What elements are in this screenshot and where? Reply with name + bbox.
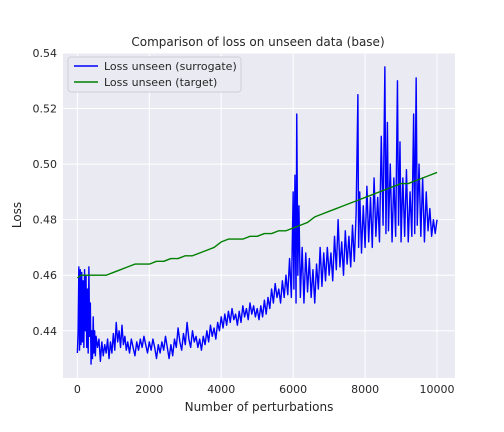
x-axis-ticks: 0 2000 4000 6000 8000 10000 [74, 383, 455, 396]
y-axis-label: Loss [10, 202, 24, 228]
y-axis-ticks: 0.44 0.46 0.48 0.50 0.52 0.54 [33, 47, 58, 338]
y-tick-label: 0.48 [33, 214, 58, 227]
x-tick-label: 0 [74, 383, 81, 396]
legend: Loss unseen (surrogate) Loss unseen (tar… [67, 56, 242, 93]
x-axis-label: Number of perturbations [185, 400, 334, 414]
x-tick-label: 6000 [279, 383, 307, 396]
chart-title: Comparison of loss on unseen data (base) [131, 35, 384, 49]
x-tick-label: 4000 [207, 383, 235, 396]
y-tick-label: 0.44 [33, 325, 58, 338]
legend-label-target: Loss unseen (target) [104, 76, 217, 89]
x-tick-label: 8000 [351, 383, 379, 396]
y-tick-label: 0.52 [33, 103, 58, 116]
legend-box [67, 56, 242, 93]
legend-label-surrogate: Loss unseen (surrogate) [104, 60, 237, 73]
x-tick-label: 10000 [420, 383, 455, 396]
x-tick-label: 2000 [135, 383, 163, 396]
y-tick-label: 0.50 [33, 158, 58, 171]
y-tick-label: 0.54 [33, 47, 58, 60]
plot-area [63, 53, 455, 378]
series-layer [76, 66, 438, 365]
series-line-surrogate [76, 66, 438, 365]
y-tick-label: 0.46 [33, 269, 58, 282]
series-line-target [76, 171, 438, 279]
